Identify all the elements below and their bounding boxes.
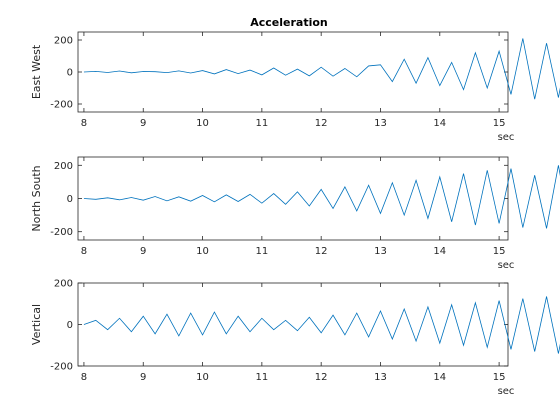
y-tick-label: 200 xyxy=(54,36,73,47)
plot-area-frame xyxy=(77,282,509,367)
subplot-1: 8 9 10 11 12 13 14 15 -200 0 200 East West sec xyxy=(30,31,560,143)
x-tick-label: 11 xyxy=(255,118,268,129)
y-tick-label: 0 xyxy=(67,68,73,79)
plot-area-frame xyxy=(77,156,509,241)
x-tick-label: 14 xyxy=(433,118,446,129)
y-tick-label: -200 xyxy=(50,100,73,111)
x-axis-unit-label: sec xyxy=(498,260,515,271)
x-tick-label: 11 xyxy=(255,246,268,257)
x-tick-label: 15 xyxy=(493,372,506,383)
x-tick-label: 13 xyxy=(374,118,387,129)
subplot-panels: 8 9 10 11 12 13 14 15 -200 0 200 East West sec 8 9 10 11… xyxy=(30,31,560,397)
x-tick-label: 12 xyxy=(315,372,328,383)
x-tick-label: 8 xyxy=(81,372,87,383)
x-axis-unit-label: sec xyxy=(498,386,515,397)
x-tick-label: 13 xyxy=(374,372,387,383)
y-axis-label: North South xyxy=(30,165,43,231)
y-axis-label: Vertical xyxy=(30,304,43,345)
x-tick-label: 11 xyxy=(255,372,268,383)
x-tick-label: 12 xyxy=(315,118,328,129)
x-tick-label: 9 xyxy=(140,246,146,257)
x-tick-label: 8 xyxy=(81,118,87,129)
series-line xyxy=(83,296,560,354)
x-tick-label: 14 xyxy=(433,372,446,383)
x-tick-label: 9 xyxy=(140,372,146,383)
x-tick-label: 14 xyxy=(433,246,446,257)
x-tick-label: 10 xyxy=(196,246,209,257)
x-tick-label: 15 xyxy=(493,246,506,257)
subplot-3: 8 9 10 11 12 13 14 15 -200 0 200 Vertical sec xyxy=(30,279,560,397)
y-axis-label: East West xyxy=(30,44,43,99)
y-tick-label: 200 xyxy=(54,161,73,172)
series-line xyxy=(83,165,560,229)
x-axis-unit-label: sec xyxy=(498,132,515,143)
series-line xyxy=(83,38,560,100)
x-tick-label: 8 xyxy=(81,246,87,257)
subplot-2: 8 9 10 11 12 13 14 15 -200 0 200 North South sec xyxy=(30,156,560,271)
y-tick-label: -200 xyxy=(50,227,73,238)
chart-title: Acceleration xyxy=(250,16,328,29)
y-tick-label: 0 xyxy=(67,320,73,331)
y-tick-label: 200 xyxy=(54,279,73,290)
x-tick-label: 10 xyxy=(196,118,209,129)
x-tick-label: 13 xyxy=(374,246,387,257)
x-tick-label: 12 xyxy=(315,246,328,257)
y-tick-label: -200 xyxy=(50,362,73,373)
x-tick-label: 10 xyxy=(196,372,209,383)
y-tick-label: 0 xyxy=(67,194,73,205)
x-tick-label: 15 xyxy=(493,118,506,129)
x-tick-label: 9 xyxy=(140,118,146,129)
